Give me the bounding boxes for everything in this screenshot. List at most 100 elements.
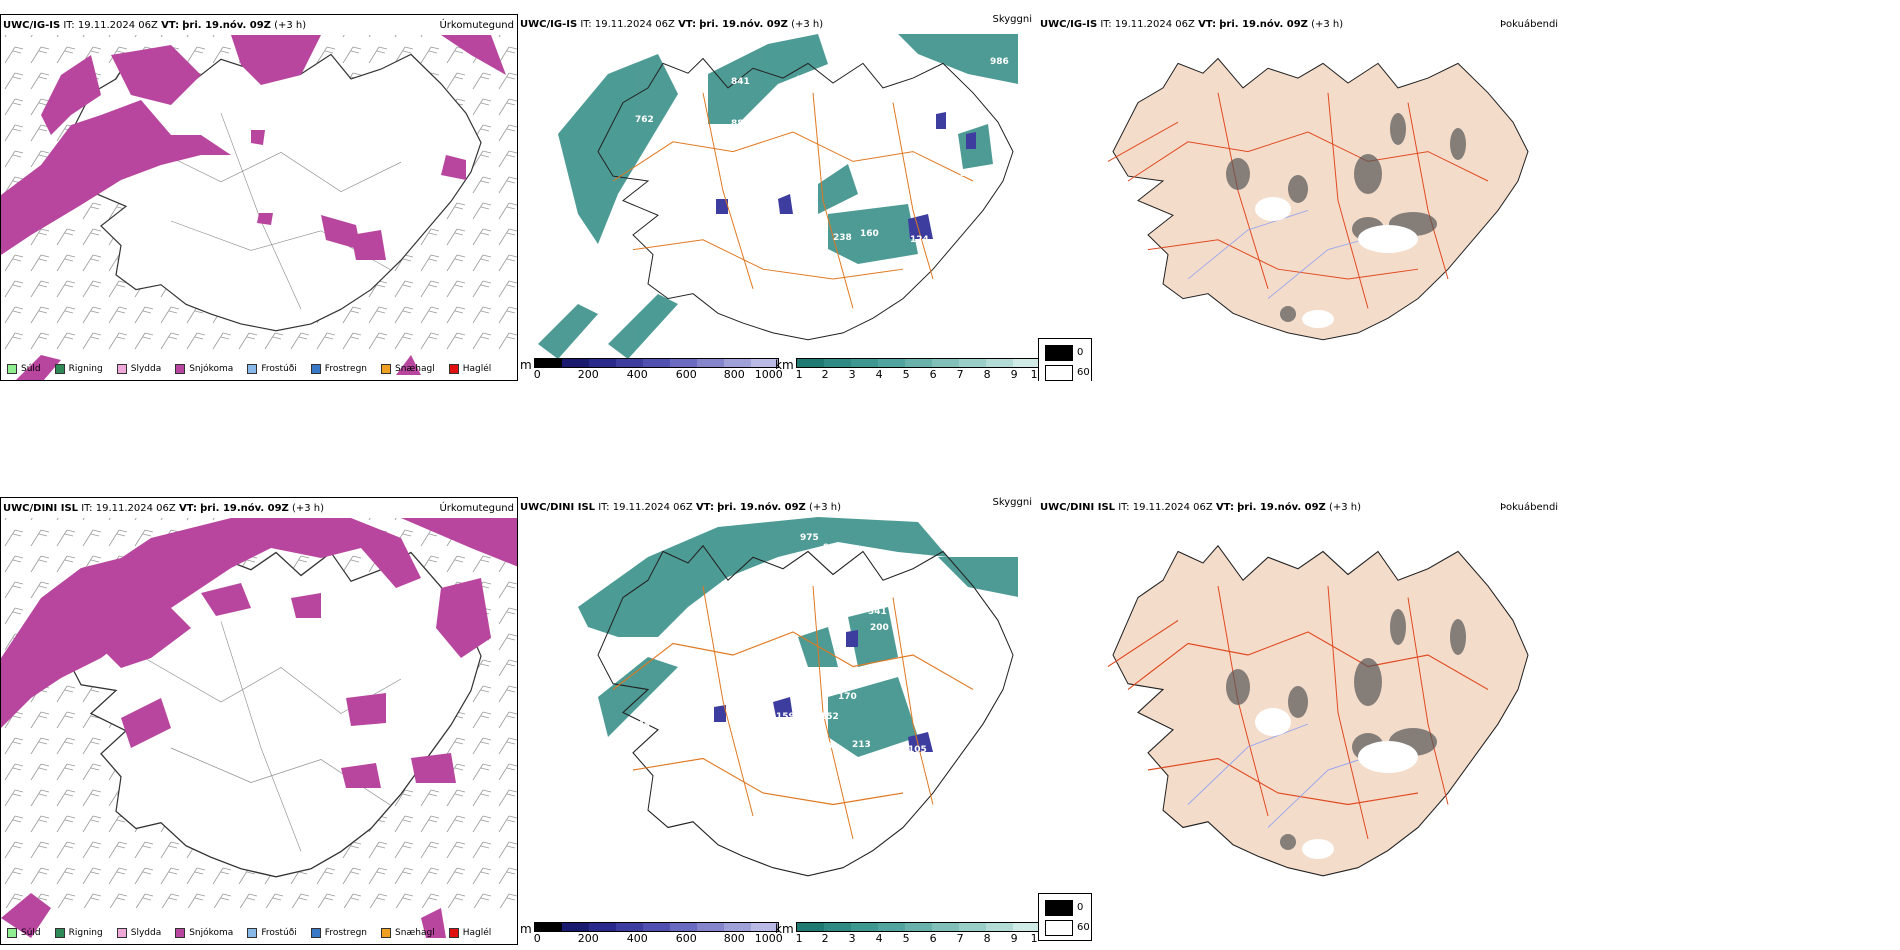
vis-label: 200 <box>870 623 889 633</box>
panel-type: Úrkomutegund <box>439 503 514 514</box>
vis-label: 399 <box>721 137 740 147</box>
fog-swatch-icon <box>1045 920 1073 936</box>
colorbar-m: m 0 200 400 600 800 1000 <box>520 922 783 945</box>
visibility-map: 762 399 841 885 876 986 71 278 75 238 16… <box>538 34 1018 359</box>
panel-type: Skyggni <box>992 14 1032 25</box>
legend-item: Slydda <box>116 928 161 938</box>
swatch-icon <box>7 364 17 374</box>
vis-label: 278 <box>714 233 733 243</box>
swatch-icon <box>54 928 65 938</box>
precip-map <box>1 518 517 938</box>
legend-item: Rigning <box>54 364 103 374</box>
vis-label: 762 <box>635 115 654 125</box>
swatch-icon <box>175 928 186 938</box>
visibility-labels: 762 399 841 885 876 986 71 278 75 238 16… <box>635 57 1009 245</box>
legend-item: Snjókoma <box>175 928 233 938</box>
colorbar-m: m 0 200 400 600 800 1000 <box>520 358 783 381</box>
swatch-icon <box>381 928 392 938</box>
fog-legend: 0 60 <box>1038 893 1092 941</box>
fog-legend-label: 60 <box>1077 367 1090 378</box>
vis-label: 72 <box>716 217 729 227</box>
colorbar-m-cells <box>533 358 779 368</box>
vis-label: 73 <box>933 219 946 229</box>
vis-label: 447 <box>638 719 657 729</box>
swatch-icon <box>247 928 258 938</box>
vis-label: 213 <box>852 740 871 750</box>
fog-legend-label: 60 <box>1077 922 1090 933</box>
fog-legend-label: 0 <box>1077 347 1084 358</box>
swatch-icon <box>247 364 258 374</box>
legend-item: Haglél <box>448 364 491 374</box>
swatch-icon <box>116 928 127 938</box>
legend-item: Frostúði <box>247 928 297 938</box>
fog-panel-bottom: UWC/DINI ISL IT: 19.11.2024 06Z VT: þri.… <box>1038 497 1900 945</box>
visibility-map: 975 994 867 820 341 200 447 159 152 170 … <box>578 517 1018 877</box>
precip-panel-top: UWC/IG-IS IT: 19.11.2024 06Z VT: þri. 19… <box>0 14 518 381</box>
swatch-icon <box>310 364 321 374</box>
swatch-icon <box>310 928 321 938</box>
fog-swatch-icon <box>1045 345 1073 361</box>
fog-legend-label: 0 <box>1077 902 1084 913</box>
legend-item: Frostúði <box>247 364 297 374</box>
visibility-panel-bottom: UWC/DINI ISL IT: 19.11.2024 06Z VT: þri.… <box>518 497 1038 945</box>
colorbar-unit: m <box>520 358 532 372</box>
swatch-icon <box>381 364 392 374</box>
panel-title: UWC/IG-IS IT: 19.11.2024 06Z VT: þri. 19… <box>3 20 307 31</box>
precip-panel-bottom: UWC/DINI ISL IT: 19.11.2024 06Z VT: þri.… <box>0 497 518 945</box>
swatch-icon <box>175 364 186 374</box>
vis-label: 170 <box>838 692 857 702</box>
legend-item: Snæhagl <box>381 364 435 374</box>
swatch-icon <box>54 364 65 374</box>
colorbar-unit: km <box>775 358 794 372</box>
vis-label: 152 <box>820 712 839 722</box>
panel-title: UWC/IG-IS IT: 19.11.2024 06Z VT: þri. 19… <box>520 19 824 30</box>
fog-legend: 0 60 <box>1038 338 1092 381</box>
panel-type: Úrkomutegund <box>439 20 514 31</box>
colorbar-km-cells <box>795 358 1038 368</box>
vis-label: 75 <box>733 207 746 217</box>
colorbar-m-cells <box>533 922 779 932</box>
vis-label: 160 <box>860 229 879 239</box>
swatch-icon <box>116 364 127 374</box>
panel-type: Þokuábendi <box>1500 19 1559 30</box>
vis-label: 238 <box>833 233 852 243</box>
legend-item: Súld <box>7 364 41 374</box>
fog-panel-top: UWC/IG-IS IT: 19.11.2024 06Z VT: þri. 19… <box>1038 14 1900 381</box>
legend-item: Rigning <box>54 928 103 938</box>
panel-type: Þokuábendi <box>1500 502 1559 513</box>
swatch-icon <box>448 364 459 374</box>
colorbar-km: km 1 2 3 4 5 6 7 8 9 10 <box>775 922 1038 945</box>
precip-map <box>1 35 517 380</box>
vis-label: 105 <box>908 745 927 755</box>
vis-label: 40 <box>853 675 866 685</box>
vis-label: 269 <box>814 742 833 752</box>
vis-label: 975 <box>800 533 819 543</box>
legend-item: Súld <box>7 928 41 938</box>
snow-areas <box>1 518 517 938</box>
fog-map <box>1107 545 1529 877</box>
vis-label: 29 <box>960 169 973 179</box>
vis-label: 876 <box>796 75 815 85</box>
precip-legend: Súld Rigning Slydda Snjókoma Frostúði Fr… <box>7 364 491 374</box>
vis-label: 124 <box>910 235 929 245</box>
panel-title: UWC/DINI ISL IT: 19.11.2024 06Z VT: þri.… <box>520 502 842 513</box>
vis-label: 986 <box>990 57 1009 67</box>
vis-label: 820 <box>876 582 895 592</box>
fog-swatch-icon <box>1045 365 1073 381</box>
vis-label: 159 <box>776 712 795 722</box>
legend-item: Haglél <box>448 928 491 938</box>
colorbar-unit: m <box>520 922 532 936</box>
fog-map <box>1107 58 1529 341</box>
vis-label: 841 <box>731 77 750 87</box>
panel-title: UWC/DINI ISL IT: 19.11.2024 06Z VT: þri.… <box>1040 502 1362 513</box>
fog-swatch-icon <box>1045 900 1073 916</box>
colorbar-km-cells <box>795 922 1038 932</box>
legend-item: Snjókoma <box>175 364 233 374</box>
vis-label: 71 <box>635 214 648 224</box>
swatch-icon <box>7 928 17 938</box>
snow-areas <box>1 35 506 380</box>
vis-label: 994 <box>823 543 842 553</box>
visibility-labels: 975 994 867 820 341 200 447 159 152 170 … <box>638 533 927 755</box>
colorbar-unit: km <box>775 922 794 936</box>
vis-label: 867 <box>856 580 875 590</box>
